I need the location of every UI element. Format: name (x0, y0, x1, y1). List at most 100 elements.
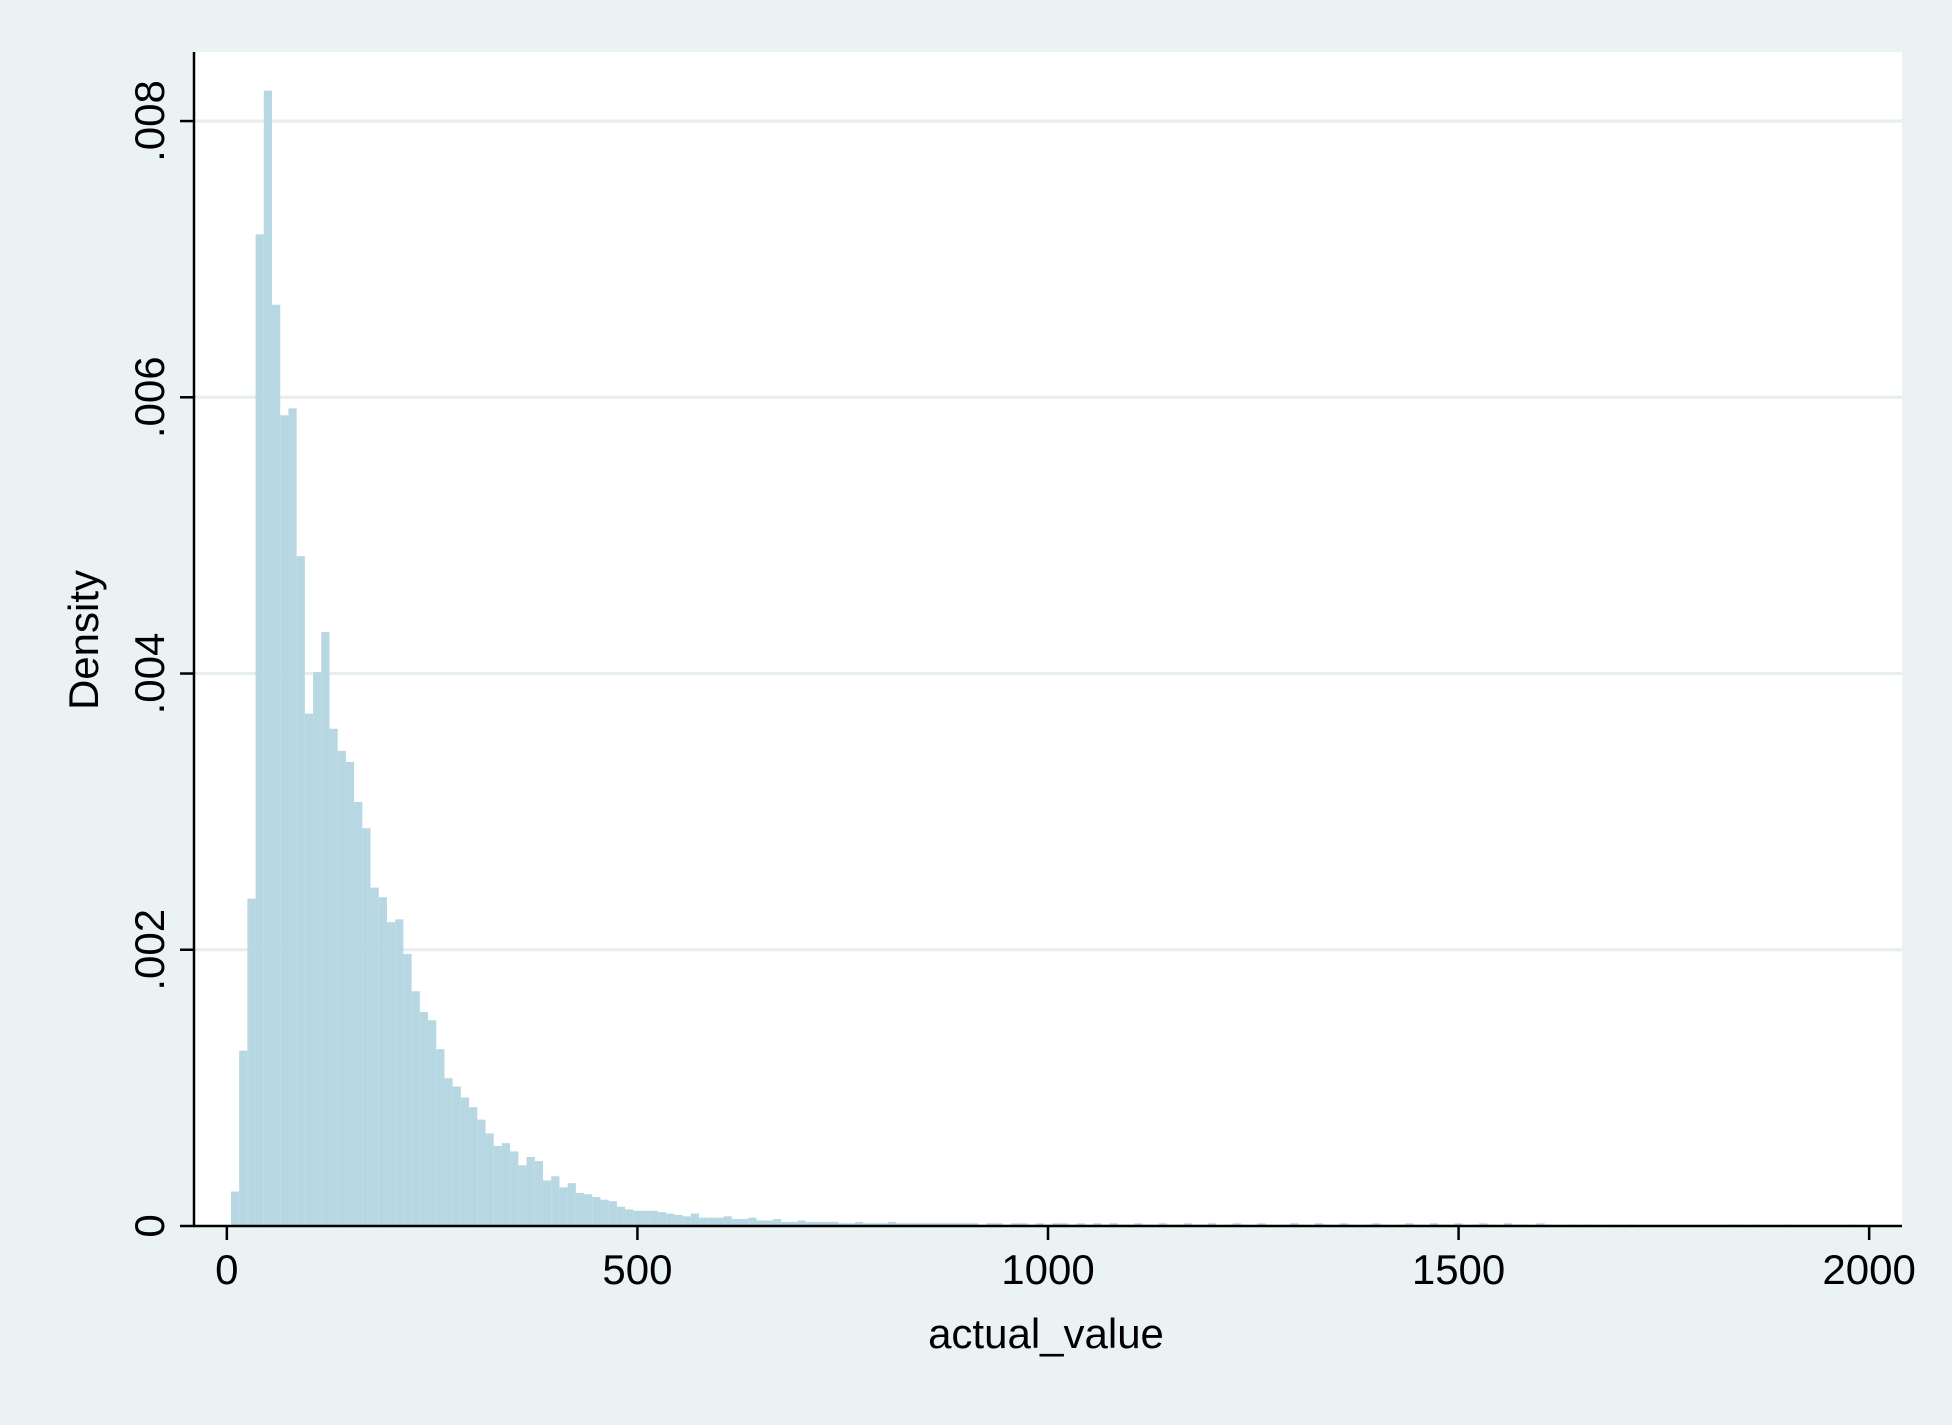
histogram-bar (887, 1221, 897, 1226)
histogram-bar (501, 1143, 511, 1226)
histogram-bar (1372, 1223, 1381, 1226)
histogram-bar (280, 415, 289, 1227)
histogram-bar (1052, 1223, 1061, 1226)
histogram-bar (953, 1223, 962, 1226)
histogram-bar (731, 1219, 741, 1226)
histogram-bar (239, 1050, 248, 1226)
histogram-bar (370, 887, 379, 1226)
histogram-bar (904, 1223, 913, 1226)
histogram-bar (403, 953, 412, 1226)
histogram-bar (354, 801, 363, 1226)
histogram-bar (830, 1221, 839, 1226)
histogram-bar (649, 1210, 658, 1226)
y-tick-label: .004 (126, 633, 173, 715)
histogram-bar (772, 1219, 782, 1226)
histogram-bar (855, 1221, 864, 1226)
histogram-bar (674, 1214, 683, 1226)
histogram-bar (657, 1212, 667, 1226)
histogram-bar (912, 1223, 921, 1226)
tick-labels: 0 500 1000 1500 2000 0 .002 .004 .006 .008 (126, 80, 1916, 1293)
histogram-bar (1290, 1223, 1299, 1226)
histogram-bar (469, 1107, 478, 1226)
histogram-bar (969, 1223, 979, 1226)
histogram-bar (304, 713, 314, 1226)
histogram-bar (255, 234, 264, 1226)
histogram-bar (920, 1223, 929, 1226)
histogram-bar (813, 1221, 823, 1226)
histogram-bar (395, 919, 404, 1226)
histogram-bar (608, 1201, 617, 1226)
axes (180, 52, 1902, 1240)
histogram-bar (1076, 1223, 1085, 1226)
histogram-bar (1093, 1223, 1102, 1226)
histogram-bar (1011, 1223, 1020, 1226)
histogram-bar (781, 1221, 790, 1226)
histogram-bar (436, 1049, 445, 1226)
histogram-bar (510, 1151, 519, 1226)
x-tick-label: 1000 (1001, 1246, 1094, 1293)
histogram-bar (551, 1176, 560, 1226)
histogram-bar (838, 1223, 847, 1226)
histogram-bar (756, 1220, 765, 1226)
histogram-bar (452, 1086, 461, 1226)
histogram-bar (928, 1223, 938, 1226)
histogram-bar (879, 1223, 888, 1226)
histogram-bar (945, 1223, 954, 1226)
histogram-bar (641, 1210, 650, 1226)
histogram-bar (666, 1213, 675, 1226)
histogram-bar (600, 1199, 609, 1226)
histogram-bar (230, 1191, 240, 1226)
y-tick-label: 0 (126, 1214, 173, 1237)
histogram-bar (559, 1187, 568, 1226)
histogram-bar (419, 1011, 429, 1226)
histogram-bar (567, 1183, 576, 1226)
histogram-bars (230, 90, 1857, 1227)
histogram-bar (863, 1223, 872, 1226)
histogram-bar (493, 1145, 502, 1226)
histogram-bar (444, 1078, 453, 1226)
histogram-bar (1339, 1223, 1348, 1226)
histogram-bar (329, 728, 338, 1226)
histogram-bar (321, 632, 330, 1226)
histogram-bar (477, 1119, 486, 1226)
histogram-bar (263, 90, 273, 1226)
histogram-bar (1158, 1223, 1168, 1226)
histogram-bar (871, 1223, 880, 1226)
y-tick-label: .002 (126, 909, 173, 991)
histogram-bar (707, 1217, 716, 1226)
histogram-bar (797, 1220, 806, 1226)
histogram-bar (633, 1210, 642, 1226)
histogram-bar (723, 1216, 732, 1226)
histogram-bar (1208, 1223, 1217, 1226)
histogram-bar (460, 1097, 470, 1226)
histogram-bar (682, 1216, 691, 1226)
histogram-bar (822, 1221, 831, 1226)
histogram-bar (518, 1165, 527, 1226)
histogram-bar (616, 1206, 626, 1226)
y-tick-label: .008 (126, 80, 173, 162)
histogram-bar (789, 1221, 798, 1226)
histogram-bar (313, 672, 322, 1226)
histogram-bar (690, 1213, 700, 1226)
histogram-bar (296, 556, 305, 1226)
histogram-bar (699, 1217, 708, 1226)
histogram-bar (1536, 1223, 1545, 1226)
x-axis-label: actual_value (928, 1310, 1164, 1357)
histogram-bar (485, 1133, 494, 1226)
histogram-bar (715, 1217, 724, 1226)
histogram-bar (1232, 1223, 1241, 1226)
histogram-bar (411, 991, 420, 1226)
x-tick-label: 500 (602, 1246, 672, 1293)
histogram-bar (345, 761, 355, 1226)
y-tick-label: .006 (126, 356, 173, 438)
histogram-bar (272, 304, 281, 1227)
histogram-bar (288, 408, 297, 1227)
histogram-bar (1134, 1223, 1143, 1226)
histogram-bar (1429, 1223, 1439, 1226)
histogram-bar (1183, 1223, 1192, 1226)
x-tick-label: 0 (215, 1246, 238, 1293)
grid-lines (194, 119, 1902, 952)
histogram-bar (986, 1223, 995, 1226)
